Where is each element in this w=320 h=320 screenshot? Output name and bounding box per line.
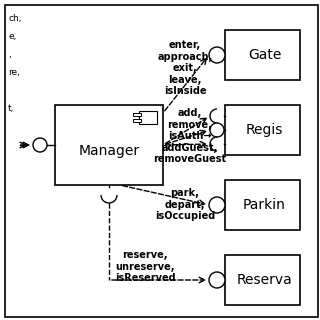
Bar — [133, 113, 141, 116]
Circle shape — [209, 47, 225, 63]
Text: park,
depart,
isOccupied: park, depart, isOccupied — [155, 188, 215, 221]
Bar — [139, 111, 157, 124]
Bar — [225, 30, 300, 80]
Bar — [55, 105, 163, 185]
Text: Gate: Gate — [248, 48, 281, 62]
Text: ch,: ch, — [8, 13, 21, 22]
Bar — [225, 255, 300, 305]
Text: enter,
approach,
exit,
leave,
isInside: enter, approach, exit, leave, isInside — [157, 40, 212, 96]
Circle shape — [209, 197, 225, 213]
Text: Reserva: Reserva — [236, 273, 292, 287]
Text: Manager: Manager — [78, 144, 140, 158]
Text: e,: e, — [8, 31, 16, 41]
Text: ,: , — [8, 50, 11, 59]
Circle shape — [33, 138, 47, 152]
Text: t,: t, — [8, 103, 14, 113]
Circle shape — [209, 272, 225, 288]
Text: re,: re, — [8, 68, 20, 76]
Text: Regis: Regis — [246, 123, 283, 137]
Text: Parkin: Parkin — [243, 198, 286, 212]
Bar — [225, 180, 300, 230]
Bar — [225, 105, 300, 155]
Circle shape — [210, 123, 224, 137]
Bar — [133, 119, 141, 122]
Text: reserve,
unreserve,
isReserved: reserve, unreserve, isReserved — [115, 250, 175, 283]
Text: add,
remove,
isAuth→
addGuest,
removeGuest: add, remove, isAuth→ addGuest, removeGue… — [153, 108, 227, 164]
